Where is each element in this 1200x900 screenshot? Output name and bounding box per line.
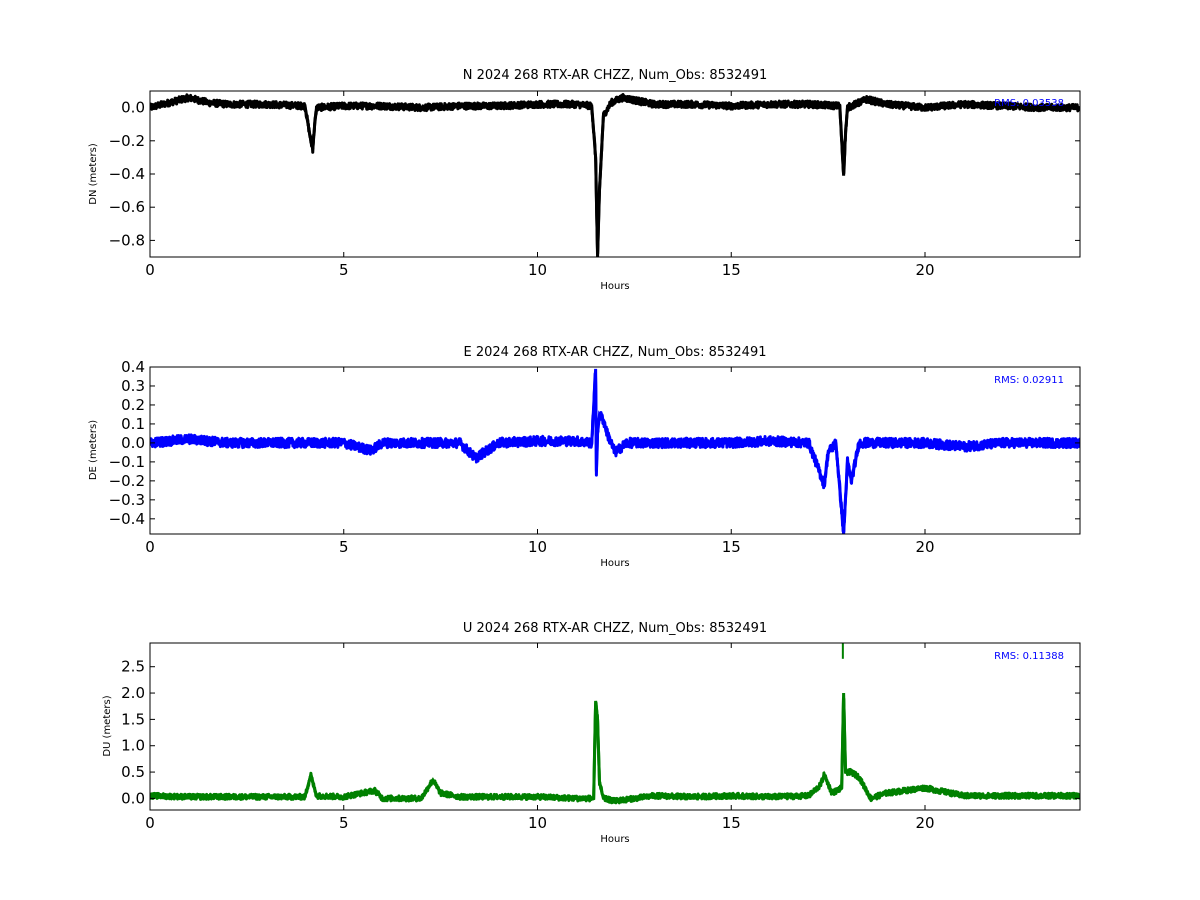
panel-north: N 2024 268 RTX-AR CHZZ, Num_Obs: 8532491… <box>88 68 1081 292</box>
panel-east-ylabel: DE (meters) <box>88 420 99 480</box>
panel-east-xtick-label: 10 <box>528 538 547 556</box>
panel-up-xtick-label: 10 <box>528 814 547 832</box>
panel-up-data <box>150 643 1080 805</box>
panel-up-title: U 2024 268 RTX-AR CHZZ, Num_Obs: 8532491 <box>463 621 767 636</box>
panel-north-xtick-label: 0 <box>145 261 155 279</box>
panel-up-plot-area: 0 5 10 15 20 2.5 2.0 1.5 1.0 0.5 0.0 <box>121 642 1081 832</box>
panel-north-xtick-label: 15 <box>722 261 741 279</box>
panel-north-rms-label: RMS: 0.03538 <box>994 98 1064 109</box>
panel-up-ytick-label: 1.5 <box>121 710 145 728</box>
panel-east-plot-area: 0 5 10 15 20 0.40.30.20.10.0−0.1−0.2−0.3−0.4 <box>109 358 1081 556</box>
panel-up-xtick-label: 0 <box>145 814 155 832</box>
panel-up-ytick-label: 2.0 <box>121 684 145 702</box>
panel-east-xtick-label: 20 <box>915 538 934 556</box>
panel-north-series-peaks <box>150 96 1080 257</box>
panel-east-ytick-label: −0.3 <box>109 491 145 509</box>
panel-east-ytick-label: 0.2 <box>121 396 145 414</box>
panel-east-ytick-label: 0.4 <box>121 358 145 376</box>
panel-north-data <box>150 93 1080 257</box>
panel-east-ytick-label: 0.3 <box>121 377 145 395</box>
panel-east-axes-frame <box>149 366 1081 535</box>
panel-east-ytick-label: −0.4 <box>109 510 145 528</box>
panel-north-ylabel: DN (meters) <box>88 143 99 205</box>
panel-up-xtick-label: 20 <box>915 814 934 832</box>
panel-east-ytick-label: 0.0 <box>121 434 145 452</box>
panel-east-xlabel: Hours <box>600 558 629 569</box>
panel-east-xtick-label: 0 <box>145 538 155 556</box>
panel-north-ytick-label: −0.6 <box>109 198 145 216</box>
panel-east-rms-label: RMS: 0.02911 <box>994 375 1064 386</box>
panel-north-xlabel: Hours <box>600 281 629 292</box>
panel-east-xtick-label: 15 <box>722 538 741 556</box>
panel-up-ytick-label: 1.0 <box>121 737 145 755</box>
panel-up-xlabel: Hours <box>600 834 629 845</box>
panel-up-ytick-label: 2.5 <box>121 658 145 676</box>
panel-north-ytick-label: −0.8 <box>109 231 145 249</box>
panel-north-xtick-label: 5 <box>339 261 349 279</box>
panel-east: E 2024 268 RTX-AR CHZZ, Num_Obs: 8532491… <box>88 345 1081 569</box>
panel-up: U 2024 268 RTX-AR CHZZ, Num_Obs: 8532491… <box>102 621 1081 845</box>
panel-up-ylabel: DU (meters) <box>102 695 113 756</box>
panel-up-axes-frame <box>149 642 1081 811</box>
panel-east-ytick-label: −0.2 <box>109 472 145 490</box>
panel-up-ytick-label: 0.5 <box>121 763 145 781</box>
panel-north-ytick-label: −0.4 <box>109 165 145 183</box>
panel-up-xtick-label: 15 <box>722 814 741 832</box>
panel-east-data <box>150 368 1080 534</box>
panel-east-series-peaks <box>150 368 1080 534</box>
panel-east-ytick-label: 0.1 <box>121 415 145 433</box>
panel-up-series-peaks <box>150 693 1080 803</box>
panel-north-xtick-label: 20 <box>915 261 934 279</box>
panel-north-ytick-label: 0.0 <box>121 99 145 117</box>
panel-up-rms-label: RMS: 0.11388 <box>994 651 1064 662</box>
panel-east-title: E 2024 268 RTX-AR CHZZ, Num_Obs: 8532491 <box>464 345 767 360</box>
panel-east-xtick-label: 5 <box>339 538 349 556</box>
panel-north-xtick-label: 10 <box>528 261 547 279</box>
panel-north-ytick-label: −0.2 <box>109 132 145 150</box>
panel-up-xtick-label: 5 <box>339 814 349 832</box>
panel-up-ytick-label: 0.0 <box>121 789 145 807</box>
panel-east-ytick-label: −0.1 <box>109 453 145 471</box>
panel-north-title: N 2024 268 RTX-AR CHZZ, Num_Obs: 8532491 <box>463 68 768 83</box>
panel-north-plot-area: 0 5 10 15 20 0.0 −0.2 −0.4 −0.6 −0.8 <box>109 90 1081 279</box>
